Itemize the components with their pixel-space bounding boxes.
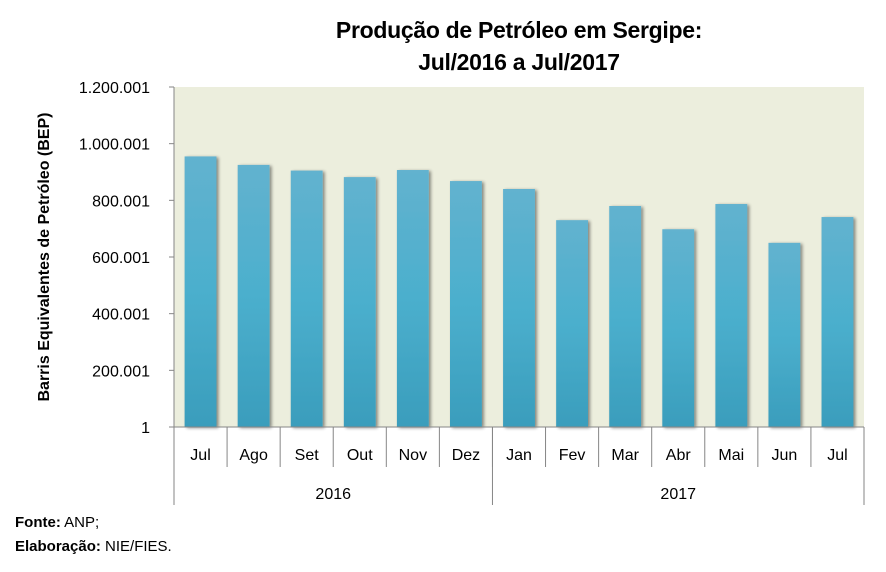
footer-credit: Elaboração: NIE/FIES. bbox=[15, 536, 172, 558]
y-tick-label: 800.001 bbox=[92, 193, 150, 210]
group-label-2016: 2016 bbox=[315, 486, 351, 503]
bar-jun-11 bbox=[768, 242, 801, 427]
x-tick-label: Abr bbox=[666, 447, 692, 464]
chart-title: Produção de Petróleo em Sergipe: Jul/201… bbox=[174, 14, 864, 78]
bar-out-3 bbox=[343, 177, 376, 427]
x-tick-label: Jul bbox=[827, 447, 847, 464]
chart-title-line-2: Jul/2016 a Jul/2017 bbox=[418, 49, 620, 75]
bar-mar-8 bbox=[609, 206, 642, 427]
bar-jul-12 bbox=[821, 217, 854, 427]
y-tick-label: 1 bbox=[141, 420, 150, 437]
x-tick-label: Jun bbox=[771, 447, 797, 464]
bar-dez-5 bbox=[450, 181, 482, 427]
bar-jan-6 bbox=[503, 189, 535, 427]
x-tick-label: Jul bbox=[190, 447, 210, 464]
x-tick-label: Out bbox=[347, 447, 373, 464]
x-tick-label: Dez bbox=[452, 447, 480, 464]
footer-source: Fonte: ANP; bbox=[15, 512, 99, 534]
x-tick-label: Set bbox=[295, 447, 320, 464]
credit-value: NIE/FIES. bbox=[105, 538, 172, 555]
credit-label: Elaboração: bbox=[15, 538, 101, 555]
bar-jul-0 bbox=[184, 156, 217, 428]
group-label-2017: 2017 bbox=[660, 486, 696, 503]
source-value: ANP; bbox=[64, 514, 100, 531]
bar-fev-7 bbox=[556, 220, 588, 427]
x-tick-label: Fev bbox=[559, 447, 586, 464]
bar-ago-1 bbox=[237, 164, 270, 428]
bar-set-2 bbox=[290, 170, 323, 427]
bar-mai-10 bbox=[715, 204, 748, 427]
x-tick-label: Jan bbox=[506, 447, 532, 464]
y-tick-label: 1.000.001 bbox=[79, 137, 150, 154]
y-tick-label: 600.001 bbox=[92, 250, 150, 267]
y-tick-label: 1.200.001 bbox=[79, 80, 150, 97]
bar-abr-9 bbox=[662, 229, 695, 427]
x-tick-label: Nov bbox=[399, 447, 427, 464]
bar-nov-4 bbox=[396, 170, 429, 427]
y-tick-label: 400.001 bbox=[92, 307, 150, 324]
x-tick-label: Mar bbox=[611, 447, 639, 464]
source-label: Fonte: bbox=[15, 514, 61, 531]
x-tick-label: Ago bbox=[239, 447, 268, 464]
chart-title-line-1: Produção de Petróleo em Sergipe: bbox=[335, 17, 703, 43]
x-tick-label: Mai bbox=[718, 447, 744, 464]
y-tick-label: 200.001 bbox=[92, 363, 150, 380]
